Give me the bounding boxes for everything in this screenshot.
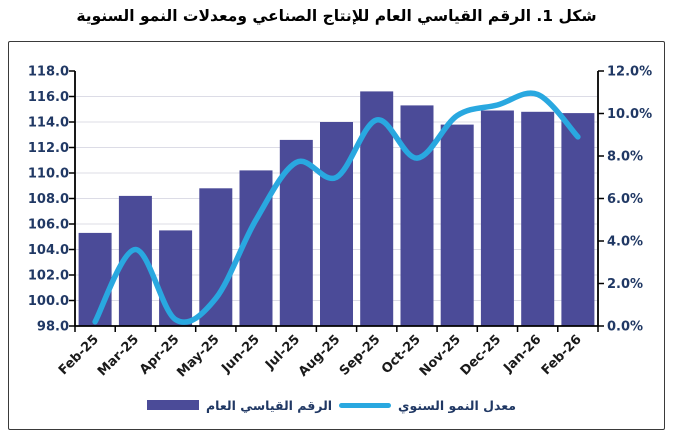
y-axis-left-tick-label: 98.0 — [37, 320, 69, 335]
y-axis-left-tick-label: 116.0 — [28, 90, 69, 105]
bar-Jan-26 — [521, 111, 555, 326]
x-axis-tick-label: Sep-25 — [337, 332, 384, 379]
y-axis-left-tick-label: 104.0 — [28, 243, 69, 258]
x-axis-tick-label: Feb-26 — [539, 332, 585, 378]
y-axis-right-tick-label: 8.0% — [607, 150, 643, 165]
x-axis-tick-label: Jan-26 — [500, 332, 544, 376]
growth-line — [92, 90, 581, 325]
bar-Oct-25 — [400, 105, 434, 327]
chart-legend: الرقم القياسي العام معدل النمو السنوي — [147, 393, 516, 417]
legend-bar-label: الرقم القياسي العام — [206, 397, 333, 413]
y-axis-left-tick-label: 100.0 — [28, 294, 69, 309]
x-axis-tick-label: Mar-25 — [95, 332, 142, 379]
y-axis-left-tick-label: 110.0 — [28, 167, 69, 182]
x-axis-tick-label: Feb-25 — [56, 332, 102, 378]
bar-Nov-25 — [440, 124, 474, 326]
y-axis-left-tick-label: 114.0 — [28, 116, 69, 131]
x-axis-tick-label: May-25 — [174, 332, 222, 380]
y-axis-right-tick-label: 12.0% — [607, 65, 652, 80]
x-axis-tick-label: Nov-25 — [417, 332, 464, 379]
chart-title: شكل 1. الرقم القياسي العام للإنتاج الصنا… — [76, 7, 597, 25]
bar-Dec-25 — [480, 110, 514, 326]
y-axis-left-tick-label: 108.0 — [28, 192, 69, 207]
bar-Feb-26 — [561, 113, 595, 326]
y-axis-right-tick-label: 10.0% — [607, 107, 652, 122]
y-axis-left-tick-label: 102.0 — [28, 269, 69, 284]
bar-Apr-25 — [159, 230, 193, 326]
y-axis-right-tick-label: 0.0% — [607, 320, 643, 335]
legend-line-label: معدل النمو السنوي — [398, 397, 517, 413]
x-axis-tick-label: Aug-25 — [296, 332, 343, 379]
bar-Feb-25 — [78, 232, 112, 326]
y-axis-left-tick-label: 106.0 — [28, 218, 69, 233]
chart-frame: 118.0 116.0 114.0 112.0 110.0 108.0 106.0 104.0… — [8, 41, 665, 430]
bar-May-25 — [199, 188, 233, 326]
y-axis-left-tick-label: 118.0 — [28, 65, 69, 80]
combo-chart-svg: 118.0 116.0 114.0 112.0 110.0 108.0 106.0 104.0… — [28, 65, 652, 381]
y-axis-right-tick-label: 6.0% — [607, 192, 643, 207]
bar-Aug-25 — [320, 122, 353, 326]
y-axis-left-tick-label: 112.0 — [28, 141, 69, 156]
x-axis-tick-label: Jun-25 — [218, 332, 262, 376]
legend-bar-swatch — [147, 400, 199, 410]
legend-line-swatch — [339, 402, 392, 408]
x-axis-tick-label: Dec-25 — [458, 332, 505, 379]
y-axis-right-tick-label: 2.0% — [607, 277, 643, 292]
y-axis-right-tick-label: 4.0% — [607, 235, 643, 250]
bar-Jul-25 — [279, 139, 313, 326]
